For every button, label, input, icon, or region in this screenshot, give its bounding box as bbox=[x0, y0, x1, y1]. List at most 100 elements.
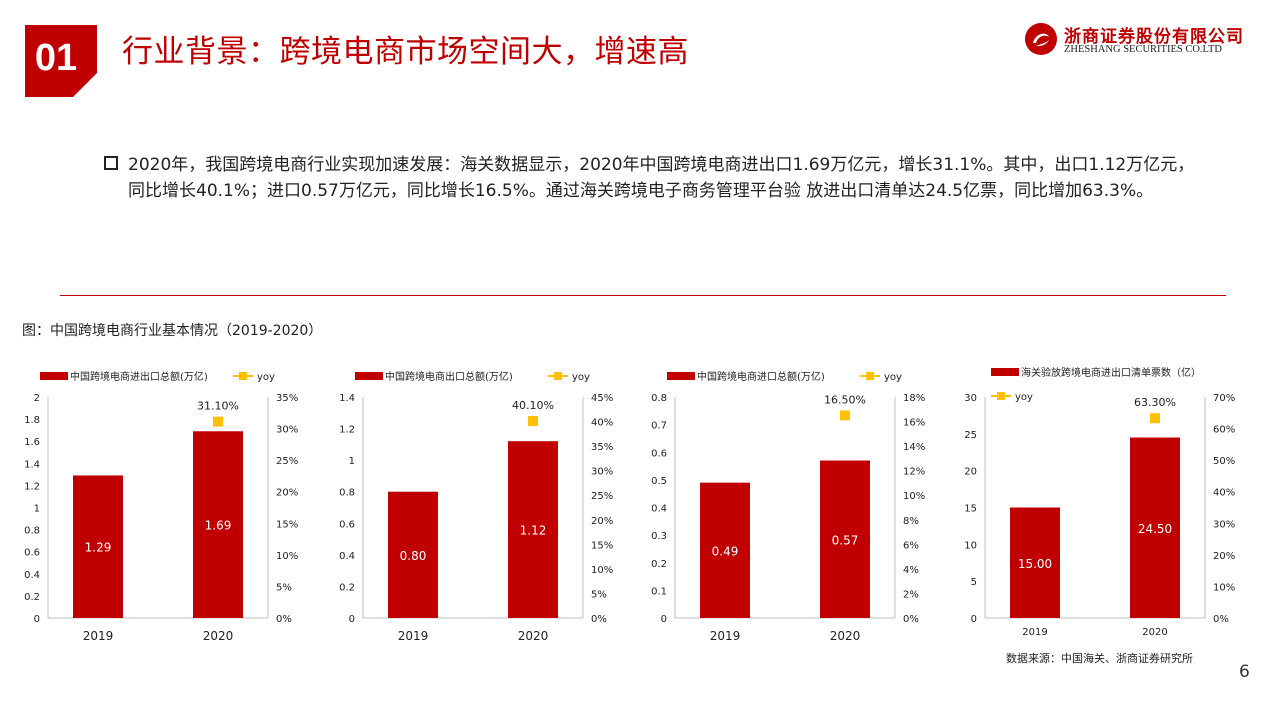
y-left-tick-label: 0 bbox=[349, 614, 355, 625]
square-bullet-icon bbox=[104, 156, 118, 170]
company-logo-icon bbox=[1025, 23, 1057, 55]
y-left-tick-label: 0 bbox=[34, 614, 40, 625]
y-right-tick-label: 40% bbox=[1213, 488, 1235, 499]
y-left-tick-label: 10 bbox=[964, 540, 977, 551]
y-left-tick-label: 0.2 bbox=[339, 582, 355, 593]
y-right-tick-label: 12% bbox=[903, 467, 925, 478]
bar bbox=[73, 475, 123, 618]
yoy-data-label: 31.10% bbox=[197, 400, 239, 413]
y-right-tick-label: 30% bbox=[276, 425, 298, 436]
bar bbox=[508, 441, 558, 618]
y-right-tick-label: 6% bbox=[903, 540, 919, 551]
y-right-tick-label: 10% bbox=[1213, 582, 1235, 593]
legend-yoy-marker bbox=[866, 372, 874, 380]
y-right-tick-label: 4% bbox=[903, 565, 919, 576]
y-left-tick-label: 30 bbox=[964, 393, 977, 404]
x-tick-label: 2019 bbox=[710, 629, 741, 643]
legend-yoy-marker bbox=[554, 372, 562, 380]
x-tick-label: 2019 bbox=[1022, 627, 1047, 638]
y-right-tick-label: 10% bbox=[276, 551, 298, 562]
y-right-tick-label: 45% bbox=[591, 393, 613, 404]
y-left-tick-label: 1.2 bbox=[24, 481, 40, 492]
y-right-tick-label: 2% bbox=[903, 589, 919, 600]
legend-bar-swatch bbox=[355, 372, 383, 380]
y-right-tick-label: 50% bbox=[1213, 456, 1235, 467]
bar-data-label: 0.57 bbox=[832, 533, 859, 547]
bar bbox=[700, 482, 750, 618]
y-left-tick-label: 0.8 bbox=[339, 488, 355, 499]
company-name-en: ZHESHANG SECURITIES CO.LTD bbox=[1064, 44, 1222, 55]
y-left-tick-label: 0 bbox=[971, 614, 977, 625]
y-right-tick-label: 40% bbox=[591, 418, 613, 429]
y-left-tick-label: 0.5 bbox=[651, 476, 667, 487]
bar-data-label: 0.80 bbox=[400, 549, 427, 563]
legend-bar-swatch bbox=[991, 368, 1019, 376]
bar-data-label: 15.00 bbox=[1018, 557, 1052, 571]
legend-yoy-label: yoy bbox=[257, 372, 275, 383]
y-left-tick-label: 1 bbox=[349, 456, 355, 467]
y-left-tick-label: 2 bbox=[34, 393, 40, 404]
bar-data-label: 1.69 bbox=[205, 519, 232, 533]
x-tick-label: 2019 bbox=[398, 629, 429, 643]
legend-yoy-label: yoy bbox=[572, 372, 590, 383]
x-tick-label: 2020 bbox=[518, 629, 549, 643]
y-right-tick-label: 25% bbox=[591, 491, 613, 502]
section-number: 01 bbox=[34, 37, 78, 79]
y-right-tick-label: 14% bbox=[903, 442, 925, 453]
y-left-tick-label: 0.4 bbox=[339, 551, 355, 562]
y-left-tick-label: 5 bbox=[971, 577, 977, 588]
y-right-tick-label: 8% bbox=[903, 516, 919, 527]
y-right-tick-label: 70% bbox=[1213, 393, 1235, 404]
yoy-point bbox=[840, 410, 850, 421]
legend-yoy-label: yoy bbox=[884, 372, 902, 383]
y-left-tick-label: 1.4 bbox=[24, 459, 40, 470]
y-right-tick-label: 30% bbox=[1213, 519, 1235, 530]
y-left-tick-label: 0.2 bbox=[651, 559, 667, 570]
bar bbox=[820, 460, 870, 618]
y-left-tick-label: 15 bbox=[964, 504, 977, 515]
y-left-tick-label: 0.7 bbox=[651, 421, 667, 432]
bar-data-label: 0.49 bbox=[712, 544, 739, 558]
y-left-tick-label: 1 bbox=[34, 504, 40, 515]
y-right-tick-label: 15% bbox=[276, 519, 298, 530]
yoy-point bbox=[213, 416, 223, 427]
y-right-tick-label: 20% bbox=[591, 516, 613, 527]
x-tick-label: 2020 bbox=[1142, 627, 1167, 638]
bar-data-label: 1.29 bbox=[85, 541, 112, 555]
divider-line bbox=[60, 295, 1226, 296]
y-left-tick-label: 0.6 bbox=[339, 519, 355, 530]
legend-bar-label: 中国跨境电商出口总额(万亿) bbox=[385, 370, 513, 383]
y-right-tick-label: 15% bbox=[591, 540, 613, 551]
y-left-tick-label: 0.6 bbox=[651, 448, 667, 459]
legend-yoy-marker bbox=[997, 392, 1005, 400]
y-right-tick-label: 60% bbox=[1213, 425, 1235, 436]
y-left-tick-label: 20 bbox=[964, 467, 977, 478]
yoy-point bbox=[1150, 413, 1160, 424]
y-left-tick-label: 0.8 bbox=[651, 393, 667, 404]
y-right-tick-label: 0% bbox=[903, 614, 919, 625]
chart-export: 中国跨境电商出口总额(万亿) yoy 0 0.2 0.4 0.6 0.8 1 1.2 1.4 0% 5… bbox=[333, 355, 633, 654]
y-left-tick-label: 25 bbox=[964, 430, 977, 441]
y-left-tick-label: 1.8 bbox=[24, 415, 40, 426]
bar bbox=[193, 431, 243, 618]
y-right-tick-label: 0% bbox=[1213, 614, 1229, 625]
y-right-tick-label: 0% bbox=[276, 614, 292, 625]
company-name-cn: 浙商证券股份有限公司 bbox=[1064, 27, 1244, 47]
y-right-tick-label: 10% bbox=[903, 491, 925, 502]
y-right-tick-label: 16% bbox=[903, 418, 925, 429]
y-left-tick-label: 0.3 bbox=[651, 531, 667, 542]
y-left-tick-label: 0.2 bbox=[24, 592, 40, 603]
y-left-tick-label: 0.8 bbox=[24, 526, 40, 537]
source-note: 数据来源：中国海关、浙商证券研究所 bbox=[1006, 652, 1193, 665]
page-number: 6 bbox=[1239, 662, 1250, 682]
y-right-tick-label: 10% bbox=[591, 565, 613, 576]
y-right-tick-label: 35% bbox=[591, 442, 613, 453]
y-left-tick-label: 0.1 bbox=[651, 586, 667, 597]
chart-total-trade: 中国跨境电商进出口总额(万亿) yoy 0 0.2 0.4 0.6 0.8 1 1.2 1.4 1.… bbox=[18, 355, 318, 654]
y-left-tick-label: 0.4 bbox=[24, 570, 40, 581]
y-right-tick-label: 20% bbox=[276, 488, 298, 499]
company-logo: 浙商证券股份有限公司 ZHESHANG SECURITIES CO.LTD bbox=[1024, 22, 1254, 62]
y-right-tick-label: 18% bbox=[903, 393, 925, 404]
y-right-tick-label: 5% bbox=[591, 589, 607, 600]
figure-caption: 图：中国跨境电商行业基本情况（2019-2020） bbox=[22, 323, 323, 339]
